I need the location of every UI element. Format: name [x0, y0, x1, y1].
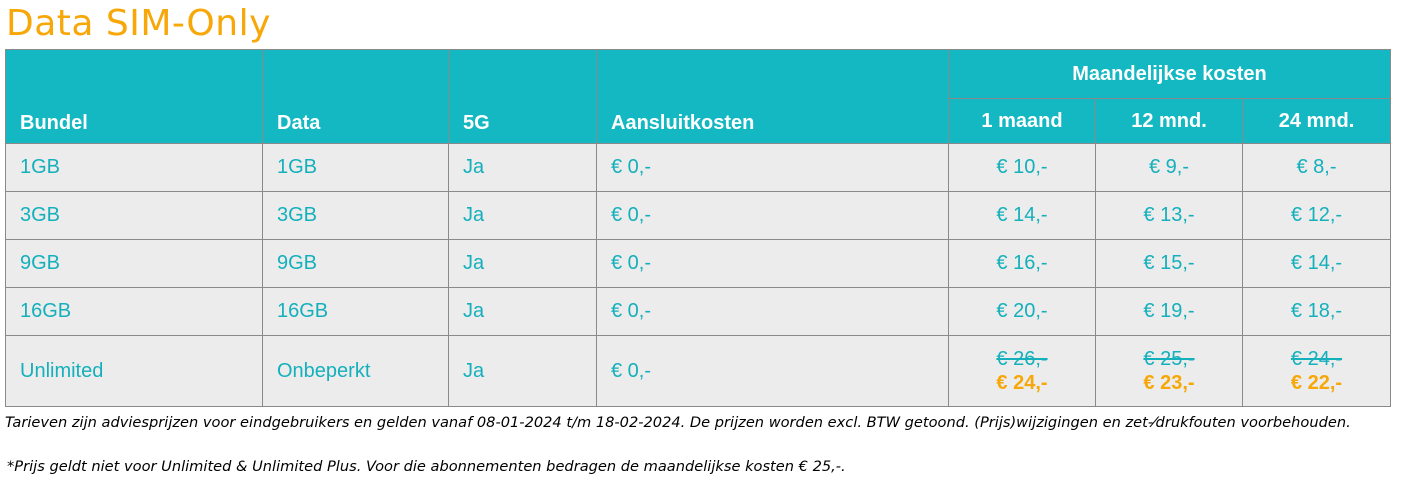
cell-price-12-mnd: € 15,- — [1095, 239, 1243, 288]
header-24-mnd: 24 mnd. — [1241, 98, 1392, 144]
cell-5g: Ja — [448, 191, 597, 240]
old-price: € 26,- — [996, 348, 1048, 370]
cell-aansluitkosten: € 0,- — [596, 143, 949, 192]
header-1-maand: 1 maand — [948, 98, 1096, 144]
cell-5g: Ja — [448, 239, 597, 288]
cell-aansluitkosten: € 0,- — [596, 191, 949, 240]
cell-aansluitkosten: € 0,- — [596, 287, 949, 336]
cell-data: 16GB — [262, 287, 449, 336]
cell-aansluitkosten: € 0,- — [596, 239, 949, 288]
header-bundel: Bundel — [5, 49, 263, 144]
table-row-unlimited: Unlimited Onbeperkt Ja € 0,- € 26,- € 24… — [5, 335, 1392, 407]
cell-price-24-mnd: € 18,- — [1241, 287, 1392, 336]
cell-data: 1GB — [262, 143, 449, 192]
cell-bundel: 1GB — [5, 143, 263, 192]
cell-5g: Ja — [448, 143, 597, 192]
cell-bundel: 16GB — [5, 287, 263, 336]
cell-price-24-mnd: € 14,- — [1241, 239, 1392, 288]
promo-price: € 22,- — [1290, 372, 1343, 394]
cell-bundel: 9GB — [5, 239, 263, 288]
cell-price-12-mnd: € 9,- — [1095, 143, 1243, 192]
footnote-unlimited: *Prijs geldt niet voor Unlimited & Unlim… — [7, 458, 846, 475]
header-data: Data — [262, 49, 449, 144]
cell-price-1-maand: € 20,- — [948, 287, 1096, 336]
cell-price-1-maand: € 16,- — [948, 239, 1096, 288]
cell-data: 9GB — [262, 239, 449, 288]
header-maandelijkse-kosten: Maandelijkse kosten — [947, 49, 1392, 99]
promo-price: € 23,- — [1143, 372, 1195, 394]
header-aansluitkosten: Aansluitkosten — [596, 49, 949, 144]
cell-price-1-maand: € 10,- — [948, 143, 1096, 192]
cell-data: 3GB — [262, 191, 449, 240]
cell-aansluitkosten: € 0,- — [596, 335, 949, 407]
cell-bundel: 3GB — [5, 191, 263, 240]
footnote-disclaimer: Tarieven zijn adviesprijzen voor eindgeb… — [5, 414, 1351, 431]
cell-5g: Ja — [448, 287, 597, 336]
cell-5g: Ja — [448, 335, 597, 407]
promo-price: € 24,- — [996, 372, 1048, 394]
price-table: Bundel Data 5G Aansluitkosten Maandelijk… — [5, 49, 1392, 407]
header-12-mnd: 12 mnd. — [1095, 98, 1243, 144]
old-price: € 25,- — [1143, 348, 1195, 370]
header-5g: 5G — [448, 49, 597, 144]
cell-price-1-maand: € 14,- — [948, 191, 1096, 240]
cell-bundel: Unlimited — [5, 335, 263, 407]
old-price: € 24,- — [1290, 348, 1343, 370]
table-row: 1GB 1GB Ja € 0,- € 10,- € 9,- € 8,- — [5, 143, 1392, 192]
table-row: 9GB 9GB Ja € 0,- € 16,- € 15,- € 14,- — [5, 239, 1392, 288]
cell-price-24-mnd: € 24,- € 22,- — [1241, 335, 1392, 407]
cell-price-12-mnd: € 25,- € 23,- — [1095, 335, 1243, 407]
table-row: 3GB 3GB Ja € 0,- € 14,- € 13,- € 12,- — [5, 191, 1392, 240]
cell-price-12-mnd: € 19,- — [1095, 287, 1243, 336]
cell-price-12-mnd: € 13,- — [1095, 191, 1243, 240]
page-title: Data SIM-Only — [6, 3, 271, 44]
cell-data: Onbeperkt — [262, 335, 449, 407]
cell-price-24-mnd: € 12,- — [1241, 191, 1392, 240]
cell-price-1-maand: € 26,- € 24,- — [948, 335, 1096, 407]
cell-price-24-mnd: € 8,- — [1241, 143, 1392, 192]
table-row: 16GB 16GB Ja € 0,- € 20,- € 19,- € 18,- — [5, 287, 1392, 336]
